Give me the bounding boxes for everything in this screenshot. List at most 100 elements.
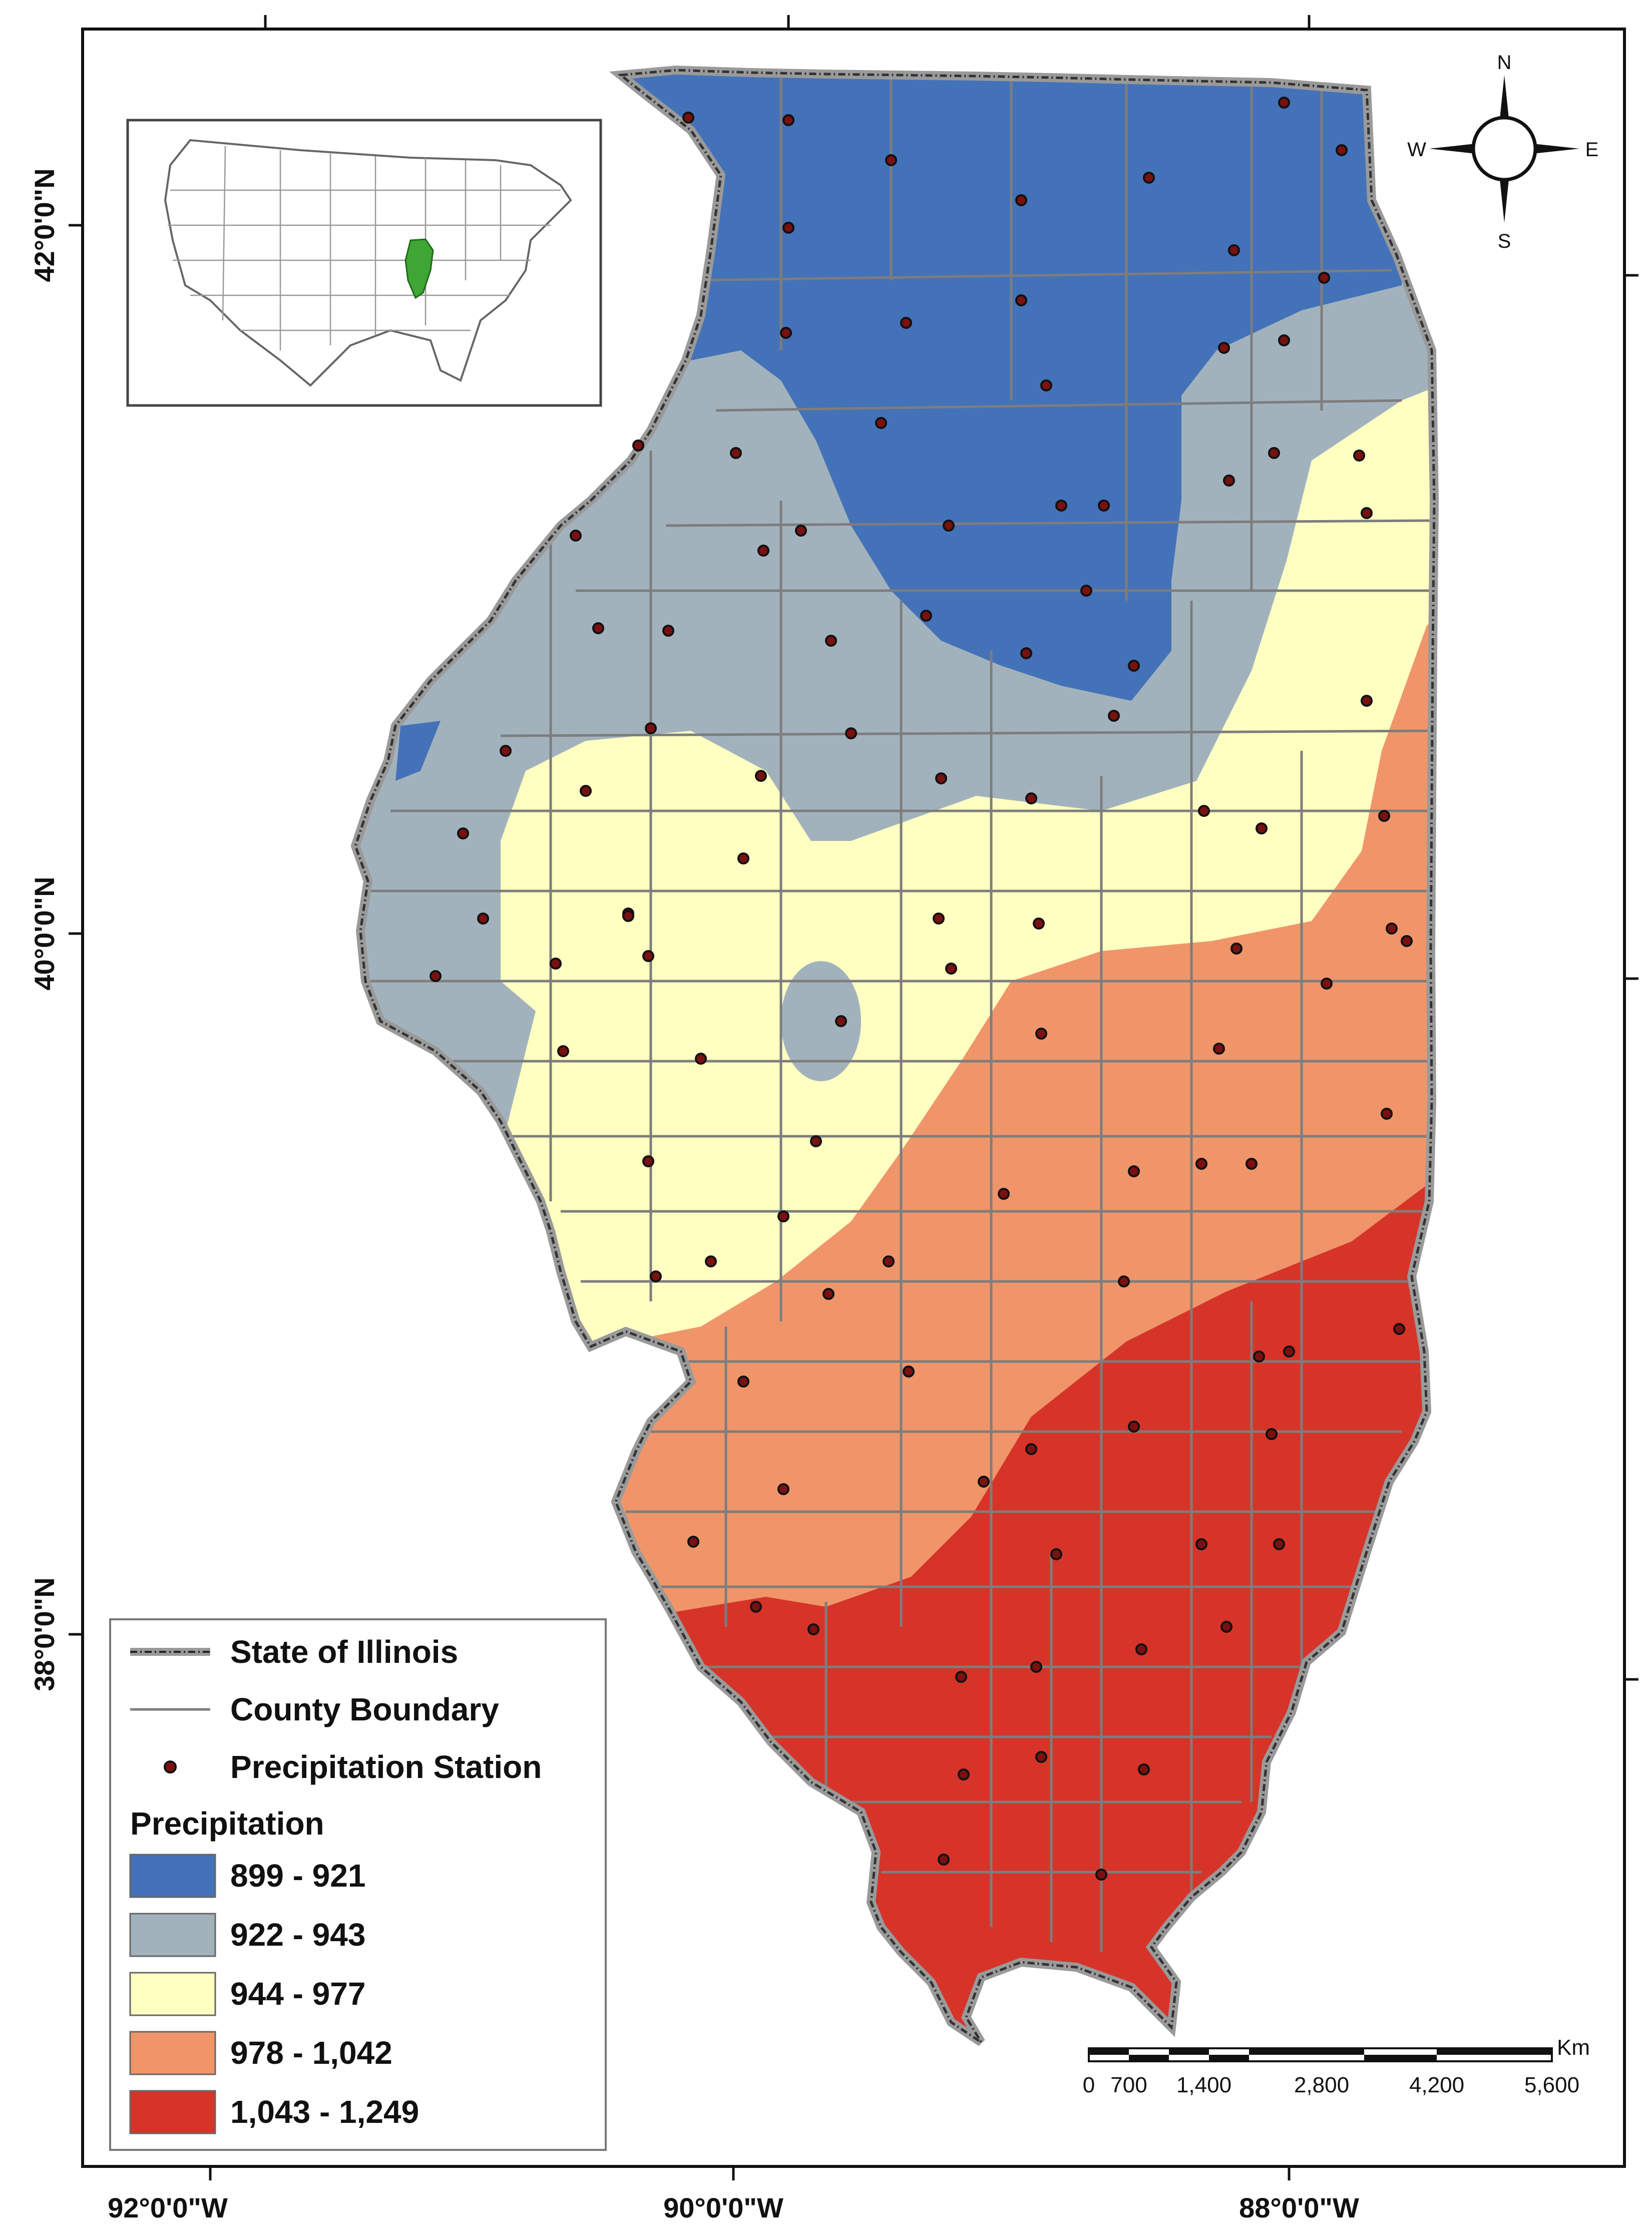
precipitation-station	[1035, 1028, 1047, 1040]
precipitation-station	[1393, 1323, 1405, 1335]
precipitation-station	[1198, 805, 1210, 817]
precipitation-station	[1015, 194, 1027, 206]
scale-label-4200: 4,200	[1409, 2073, 1464, 2097]
legend-station-symbol	[164, 1760, 177, 1773]
compass-e: E	[1585, 139, 1599, 161]
precipitation-station	[1246, 1158, 1258, 1170]
compass-s: S	[1498, 230, 1511, 252]
precipitation-station	[1386, 923, 1398, 935]
precipitation-station	[1273, 1538, 1285, 1550]
legend-state-label: State of Illinois	[230, 1634, 458, 1670]
precipitation-station	[1195, 1538, 1207, 1550]
scale-bar: Km 0 700 1,400 2,800 4,200 5,600	[1083, 2035, 1590, 2097]
precipitation-station	[1336, 144, 1348, 156]
precipitation-station	[1035, 1751, 1047, 1763]
compass-n: N	[1497, 52, 1512, 74]
precipitation-station	[825, 635, 837, 647]
precipitation-station	[883, 1255, 895, 1267]
precipitation-station	[1195, 1158, 1207, 1170]
legend-precip-title: Precipitation	[130, 1806, 324, 1842]
precipitation-station	[737, 1376, 749, 1388]
precipitation-station	[457, 827, 469, 839]
precipitation-station	[477, 913, 489, 925]
legend-class-label: 1,043 - 1,249	[230, 2094, 419, 2130]
precipitation-station	[1080, 585, 1092, 597]
precipitation-station	[1050, 1548, 1062, 1560]
precipitation-station	[1020, 647, 1032, 659]
precipitation-station	[642, 950, 654, 962]
precipitation-station	[955, 1671, 967, 1683]
legend-swatch	[129, 2090, 216, 2134]
precipitation-station	[938, 1854, 950, 1866]
precipitation-station	[1143, 172, 1155, 184]
precipitation-station	[777, 1483, 789, 1495]
precipitation-station	[935, 772, 947, 784]
precipitation-station	[1361, 695, 1373, 707]
inset-map	[126, 119, 602, 407]
precipitation-station	[822, 1288, 835, 1300]
precipitation-station	[903, 1366, 915, 1378]
lon-label-90: 90°0'0"W	[663, 2192, 783, 2223]
county-boundaries	[370, 73, 1432, 1952]
precipitation-station	[780, 327, 792, 339]
precipitation-station	[782, 114, 794, 126]
precipitation-station	[1213, 1043, 1225, 1055]
precipitation-station	[755, 770, 767, 782]
precipitation-station	[1015, 294, 1027, 306]
precipitation-station	[1095, 1869, 1107, 1881]
precipitation-station	[1278, 97, 1290, 109]
precipitation-station	[1098, 500, 1110, 512]
legend-swatch	[129, 2031, 216, 2075]
precipitation-station	[1055, 500, 1067, 512]
map-frame	[81, 28, 1626, 2168]
zone-899-921-sliver	[395, 721, 441, 781]
precipitation-station	[695, 1053, 707, 1065]
precipitation-station	[1135, 1643, 1147, 1655]
legend: State of Illinois County Boundary Precip…	[109, 1618, 607, 2151]
legend-swatch	[129, 1913, 216, 1957]
lat-label-38: 38°0'0"N	[29, 1577, 60, 1691]
legend-county-label: County Boundary	[230, 1691, 499, 1727]
precipitation-station	[592, 622, 604, 634]
precipitation-station	[845, 727, 857, 739]
lat-label-40: 40°0'0"N	[29, 876, 60, 990]
precipitation-station	[777, 1210, 789, 1222]
lon-label-88: 88°0'0"W	[1239, 2192, 1359, 2223]
precipitation-station	[557, 1045, 569, 1057]
precipitation-station	[1040, 379, 1052, 391]
precipitation-station	[1253, 1351, 1265, 1363]
precipitation-station	[1278, 334, 1290, 346]
legend-class-label: 922 - 943	[230, 1917, 365, 1953]
precipitation-station	[622, 910, 634, 922]
precipitation-station	[1318, 272, 1330, 284]
precipitation-station	[642, 1155, 654, 1167]
precipitation-station	[1266, 1428, 1278, 1440]
precipitation-station	[782, 222, 794, 234]
precipitation-station	[550, 958, 562, 970]
precipitation-station	[662, 625, 674, 637]
precipitation-station	[1118, 1275, 1130, 1287]
precipitation-station	[1220, 1621, 1232, 1633]
precipitation-station	[1361, 507, 1373, 519]
precipitation-station	[810, 1135, 822, 1147]
scale-label-5600: 5,600	[1524, 2073, 1579, 2097]
illinois-highlight	[404, 238, 434, 299]
precipitation-station	[1108, 710, 1120, 722]
legend-class-label: 899 - 921	[230, 1858, 365, 1894]
precipitation-station	[958, 1768, 970, 1780]
scale-label-700: 700	[1110, 2073, 1147, 2097]
legend-class-label: 944 - 977	[230, 1976, 365, 2012]
precipitation-station	[1401, 935, 1413, 947]
precipitation-station	[1128, 660, 1140, 672]
precipitation-station	[645, 722, 657, 734]
graticule-ticks	[69, 15, 1638, 2180]
scale-unit: Km	[1557, 2035, 1590, 2060]
precipitation-station	[580, 785, 592, 797]
precipitation-station	[1223, 475, 1235, 487]
precipitation-station	[1381, 1108, 1393, 1120]
precipitation-station	[943, 520, 955, 532]
precipitation-station	[757, 545, 769, 557]
precipitation-station	[1025, 792, 1037, 804]
scale-label-1400: 1,400	[1176, 2073, 1231, 2097]
precipitation-station	[933, 913, 945, 925]
